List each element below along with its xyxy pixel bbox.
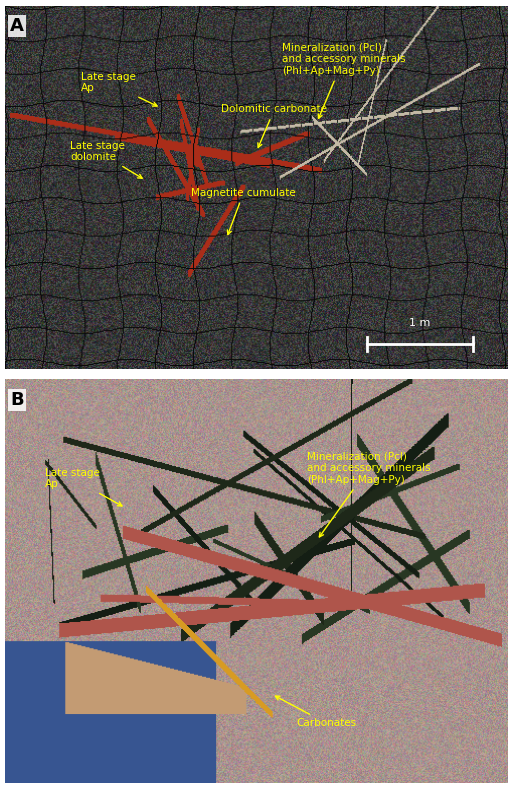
Text: Late stage
dolomite: Late stage dolomite (70, 141, 142, 179)
Text: Late stage
Ap: Late stage Ap (81, 72, 157, 106)
Text: B: B (10, 391, 24, 408)
Text: A: A (10, 17, 24, 35)
Text: Carbonates: Carbonates (275, 696, 357, 728)
Text: Late stage
Ap: Late stage Ap (45, 467, 122, 506)
Text: 1 m: 1 m (409, 317, 430, 327)
Text: Mineralization (PcI)
and accessory minerals
(PhI+Ap+Mag+Py): Mineralization (PcI) and accessory miner… (282, 42, 405, 119)
Text: Magnetite cumulate: Magnetite cumulate (191, 188, 296, 235)
Text: Dolomitic carbonate: Dolomitic carbonate (221, 105, 327, 147)
Text: Mineralization (PcI)
and accessory minerals
(PhI+Ap+Mag+Py): Mineralization (PcI) and accessory miner… (307, 452, 430, 537)
